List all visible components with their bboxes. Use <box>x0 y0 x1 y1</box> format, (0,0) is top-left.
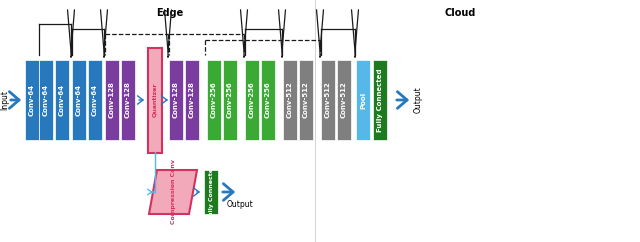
Text: Pool: Pool <box>360 91 366 109</box>
Bar <box>356 60 370 140</box>
Bar <box>223 60 237 140</box>
Text: Conv-64: Conv-64 <box>43 84 49 116</box>
Bar <box>72 60 86 140</box>
Bar <box>299 60 313 140</box>
Text: Conv-64: Conv-64 <box>76 84 82 116</box>
Text: Output: Output <box>227 200 253 209</box>
Bar <box>204 170 218 214</box>
Bar <box>39 60 53 140</box>
Bar <box>169 60 183 140</box>
Bar <box>283 60 297 140</box>
Text: Conv-512: Conv-512 <box>287 82 293 118</box>
Text: Conv-64: Conv-64 <box>92 84 98 116</box>
Bar <box>25 60 39 140</box>
Bar <box>105 60 119 140</box>
Bar <box>337 60 351 140</box>
Text: Conv-128: Conv-128 <box>125 82 131 118</box>
Text: Conv-128: Conv-128 <box>173 82 179 118</box>
Text: Conv-256: Conv-256 <box>211 82 217 118</box>
Bar <box>261 60 275 140</box>
Polygon shape <box>149 170 197 214</box>
Text: Quantizer: Quantizer <box>152 83 157 117</box>
Bar <box>121 60 135 140</box>
Text: Cloud: Cloud <box>444 8 476 18</box>
Text: Fully Connected: Fully Connected <box>377 68 383 132</box>
Bar <box>55 60 69 140</box>
Text: Conv-128: Conv-128 <box>109 82 115 118</box>
Text: Fully Connected: Fully Connected <box>209 164 214 220</box>
Text: Conv-64: Conv-64 <box>59 84 65 116</box>
Bar <box>373 60 387 140</box>
Text: Conv-512: Conv-512 <box>303 82 309 118</box>
Bar <box>207 60 221 140</box>
Bar <box>321 60 335 140</box>
Text: Conv-256: Conv-256 <box>227 82 233 118</box>
Text: Edge: Edge <box>156 8 184 18</box>
Text: Conv-256: Conv-256 <box>249 82 255 118</box>
Text: Conv-256: Conv-256 <box>265 82 271 118</box>
Bar <box>245 60 259 140</box>
Text: Compression Conv: Compression Conv <box>170 159 175 225</box>
Text: Conv-128: Conv-128 <box>189 82 195 118</box>
Bar <box>88 60 102 140</box>
Text: Conv-512: Conv-512 <box>325 82 331 118</box>
Text: Input: Input <box>1 90 10 110</box>
Text: Output: Output <box>413 87 422 113</box>
Bar <box>185 60 199 140</box>
Text: Conv-512: Conv-512 <box>341 82 347 118</box>
Text: Conv-64: Conv-64 <box>29 84 35 116</box>
Bar <box>148 47 162 152</box>
